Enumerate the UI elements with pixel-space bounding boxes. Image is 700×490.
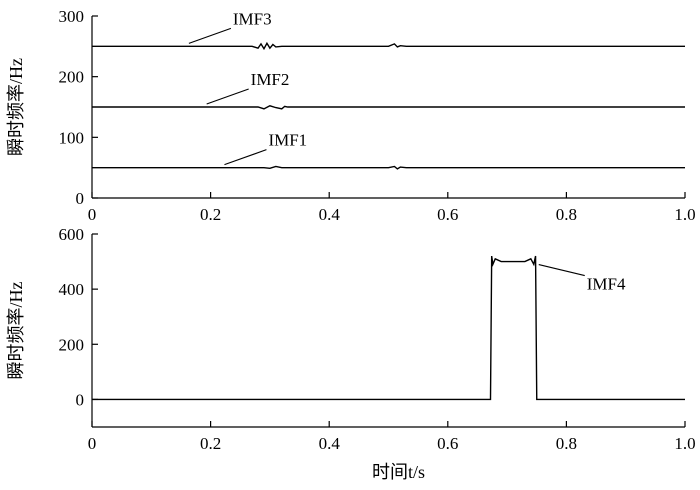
series-line-imf1 <box>92 165 685 170</box>
annotation-leader-line <box>206 88 249 105</box>
annotation-label-imf3: IMF3 <box>233 9 272 28</box>
bottom-panel: 0 0.2 0.4 0.6 0.8 1.0 0 200 400 600 瞬时频率/Hz 时间t/s IM… <box>6 225 696 482</box>
top-panel: 0 0.2 0.4 0.6 0.8 1.0 0 100 200 300 瞬时频率/Hz IMF3 IMF… <box>6 7 696 224</box>
series-line-imf2 <box>92 105 685 110</box>
x-tick-label: 0 <box>88 434 97 453</box>
y-tick-label: 100 <box>59 128 85 147</box>
x-tick-label: 0.4 <box>319 434 341 453</box>
x-axis-title: 时间t/s <box>372 462 425 482</box>
y-axis-title: 瞬时频率/Hz <box>6 282 26 380</box>
x-tick-label: 0 <box>88 205 97 224</box>
annotation-leader-line <box>224 149 267 166</box>
y-tick-label: 0 <box>76 189 85 208</box>
x-tick-label: 0.6 <box>437 434 458 453</box>
y-tick-label: 300 <box>59 7 85 26</box>
annotation-label-imf1: IMF1 <box>268 131 307 150</box>
x-tick-label: 0.8 <box>556 205 577 224</box>
x-tick-label: 0.4 <box>319 205 341 224</box>
y-tick-label: 600 <box>59 225 85 244</box>
y-axis-title: 瞬时频率/Hz <box>6 58 26 156</box>
x-tick-label: 1.0 <box>674 434 695 453</box>
x-tick-label: 0.6 <box>437 205 458 224</box>
y-tick-label: 0 <box>76 390 85 409</box>
series-line-imf3 <box>92 41 685 51</box>
annotation-label-imf2: IMF2 <box>251 70 290 89</box>
y-tick-label: 200 <box>59 68 85 87</box>
x-tick-label: 1.0 <box>674 205 695 224</box>
x-tick-label: 0.2 <box>200 205 221 224</box>
annotation-label-imf4: IMF4 <box>587 275 626 294</box>
x-tick-label: 0.2 <box>200 434 221 453</box>
x-tick-label: 0.8 <box>556 434 577 453</box>
y-tick-label: 200 <box>59 335 85 354</box>
series-line-imf4 <box>92 255 685 401</box>
annotation-leader-line <box>188 27 232 44</box>
y-tick-label: 400 <box>59 280 85 299</box>
annotation-leader-line <box>538 264 585 277</box>
